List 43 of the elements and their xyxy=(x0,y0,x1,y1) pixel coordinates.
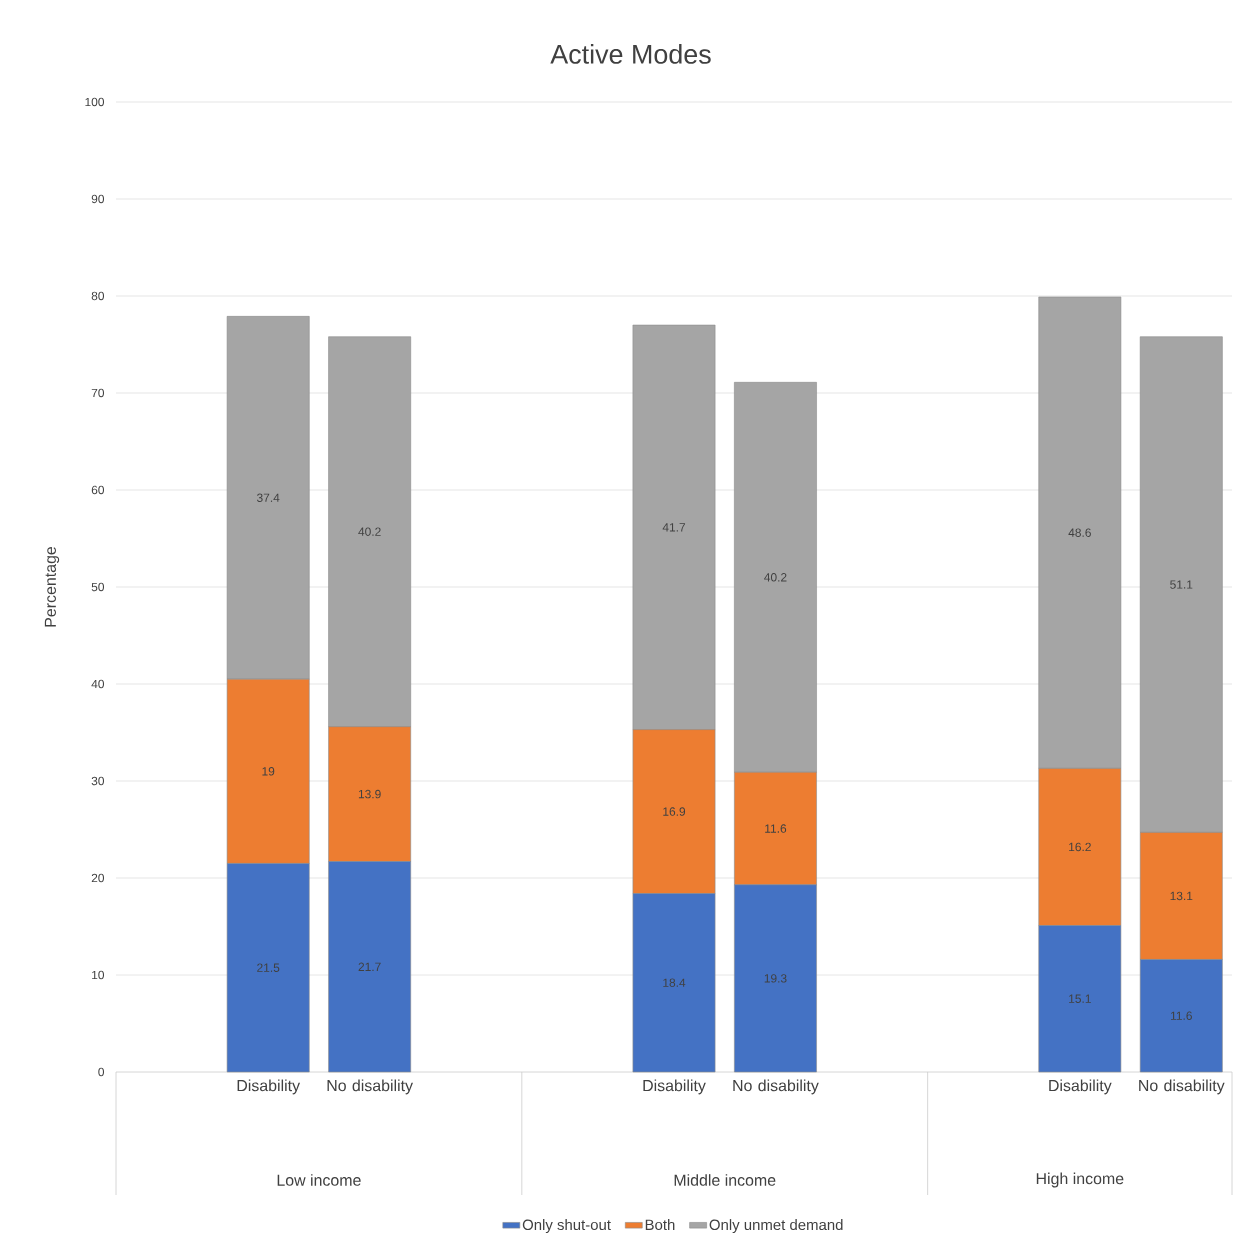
data-label: 21.7 xyxy=(358,962,381,971)
text: Middle income xyxy=(674,1174,776,1186)
data-label: 16.9 xyxy=(663,807,686,816)
data-label: 37.4 xyxy=(257,493,280,502)
data-label: 11.6 xyxy=(765,824,787,833)
data-label: 21.5 xyxy=(257,963,280,972)
data-label: 19.3 xyxy=(764,974,787,983)
data-label: 16.2 xyxy=(1069,842,1091,852)
data-label: 15.1 xyxy=(1069,994,1091,1003)
y-tick-label: 80 xyxy=(91,291,105,301)
x-tick-label: No disability xyxy=(733,1079,819,1095)
x-tick-label: No disability xyxy=(1139,1079,1225,1095)
chart-title: Active Modes xyxy=(550,44,711,64)
data-label: 40.2 xyxy=(358,527,381,536)
y-tick-label: 40 xyxy=(91,679,105,689)
legend-label: Only unmet demand xyxy=(709,1219,843,1234)
data-label: 13.1 xyxy=(1170,891,1193,901)
text: High income xyxy=(1036,1172,1124,1188)
data-label: 18.4 xyxy=(663,978,686,987)
legend-label: Only shut-out xyxy=(522,1219,611,1234)
y-tick-label: 90 xyxy=(91,194,105,204)
text: Low income xyxy=(277,1174,361,1186)
y-tick-label: 30 xyxy=(91,776,105,786)
data-label: 51.1 xyxy=(1170,580,1193,589)
x-tick-label: Disability xyxy=(643,1079,706,1095)
data-label: 40.2 xyxy=(764,573,787,582)
data-label: 13.9 xyxy=(358,789,381,799)
y-tick-label: 50 xyxy=(91,582,105,592)
y-tick-label: 100 xyxy=(85,97,105,107)
data-label: 48.6 xyxy=(1068,528,1091,537)
data-label: 11.6 xyxy=(1170,1011,1192,1020)
x-tick-label: No disability xyxy=(327,1079,413,1095)
x-tick-label: Disability xyxy=(237,1079,301,1095)
y-tick-label: 60 xyxy=(91,485,105,495)
y-tick-label: 10 xyxy=(92,970,105,980)
data-label: 19 xyxy=(262,767,275,776)
y-tick-label: 70 xyxy=(91,388,105,398)
y-axis-title: Percentage xyxy=(44,546,60,627)
y-tick-label: 20 xyxy=(91,873,105,883)
data-label: 41.7 xyxy=(662,523,686,532)
x-tick-label: Disability xyxy=(1049,1079,1112,1095)
legend-label: Both xyxy=(645,1219,675,1231)
y-tick-label: 0 xyxy=(98,1067,105,1077)
